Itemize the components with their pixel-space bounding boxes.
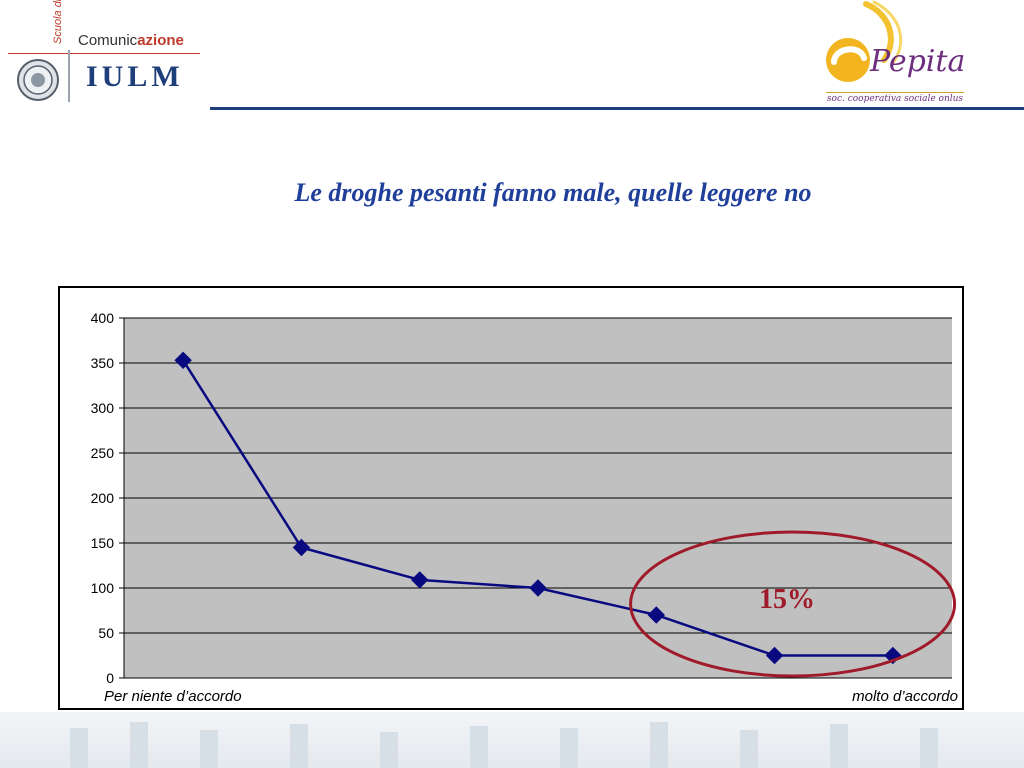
y-tick-label: 100: [91, 580, 115, 596]
data-point: [765, 646, 784, 665]
data-point: [174, 351, 192, 370]
y-tick-label: 50: [98, 625, 114, 641]
data-point: [529, 579, 547, 597]
iulm-seal-icon: [17, 59, 59, 101]
y-tick-label: 250: [91, 445, 115, 461]
x-right-label: molto d’accordo: [852, 688, 958, 705]
scuola-label: Scuola di: [52, 0, 64, 44]
data-point: [411, 571, 429, 589]
y-tick-label: 200: [91, 490, 115, 506]
y-tick-label: 150: [91, 535, 115, 551]
comunicazione-label: Comunicazione: [78, 32, 184, 49]
y-tick-label: 350: [91, 355, 115, 371]
logo-divider: [8, 53, 200, 54]
highlight-ellipse: [629, 530, 957, 678]
y-tick-label: 0: [106, 670, 114, 686]
data-point: [647, 606, 665, 624]
y-tick-label: 400: [91, 310, 115, 326]
line-chart: 0 50 100 150 200 250 300 350 400 Per niente d’acc…: [91, 310, 958, 705]
slide-header: Scuola di Comunicazione IULM Pepita soc.…: [0, 0, 1024, 112]
header-rule: [210, 107, 1024, 110]
pepita-logo: Pepita soc. cooperativa sociale onlus: [820, 0, 970, 110]
iulm-wordmark: IULM: [86, 60, 184, 93]
background-decoration: [0, 712, 1024, 768]
x-left-label: Per niente d’accordo: [104, 688, 242, 705]
annotation-label: 15%: [759, 584, 815, 615]
iulm-logo: Scuola di Comunicazione IULM: [8, 0, 208, 110]
pepita-wordmark: Pepita: [870, 44, 966, 79]
data-point: [292, 538, 311, 557]
pepita-sun-icon: [826, 0, 903, 82]
pepita-subtitle: soc. cooperativa sociale onlus: [826, 92, 964, 104]
slide-title: Le droghe pesanti fanno male, quelle leg…: [294, 178, 812, 207]
logo-separator: [68, 50, 70, 102]
y-tick-label: 300: [91, 400, 115, 416]
chart-frame: 0 50 100 150 200 250 300 350 400 Per niente d’acc…: [58, 286, 964, 710]
